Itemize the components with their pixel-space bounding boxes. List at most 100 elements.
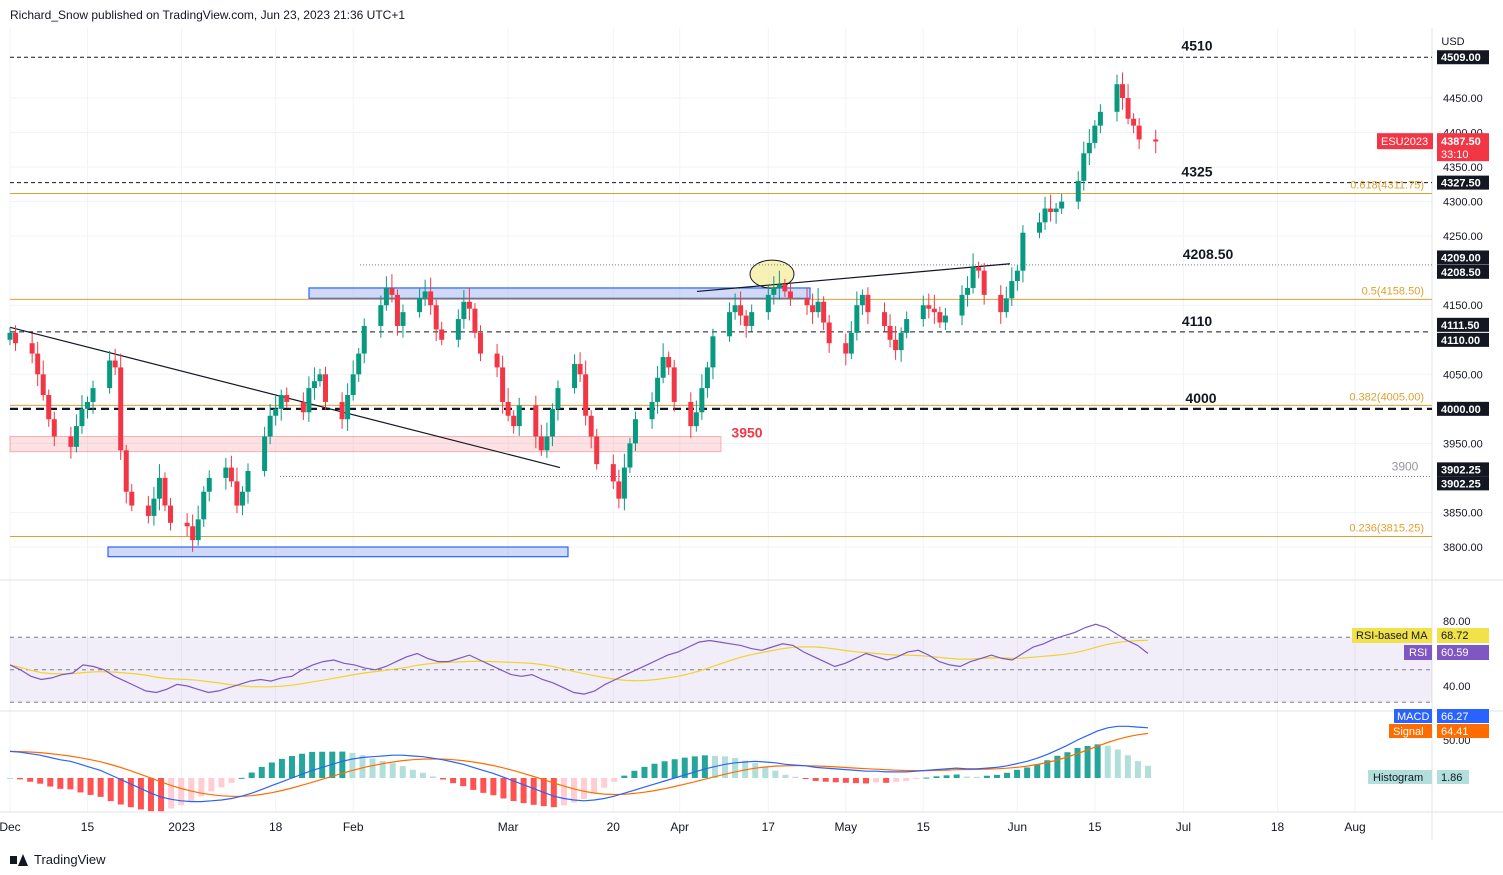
histogram-bar (651, 763, 658, 778)
candle-body (583, 374, 589, 416)
candle (151, 486, 157, 526)
level-label: 4208.50 (1183, 246, 1234, 262)
candle (937, 306, 943, 329)
candle (931, 294, 937, 324)
candle (688, 392, 694, 438)
candle (40, 360, 46, 401)
candle (998, 285, 1004, 324)
candle (461, 290, 467, 329)
candle (693, 400, 699, 432)
candle (201, 486, 207, 527)
histogram-bar (530, 778, 537, 805)
candle-body (787, 291, 793, 299)
candle (843, 333, 849, 366)
candle-body (931, 308, 937, 313)
candle (821, 296, 827, 331)
candle-body (848, 332, 854, 354)
candle (538, 424, 544, 456)
currency-label: USD (1441, 36, 1464, 48)
symbol-tag-text: ESU2023 (1381, 136, 1428, 148)
candle-body (73, 426, 79, 447)
candle (738, 291, 744, 326)
candle-body (461, 301, 467, 320)
price-tag-bg (1437, 476, 1489, 491)
candle-body (400, 312, 406, 326)
histogram-bar (57, 778, 64, 789)
candle-body (228, 467, 234, 482)
histogram-bar (691, 756, 698, 778)
candle-body (223, 467, 229, 478)
candle-body (699, 388, 705, 413)
candle-body (810, 305, 816, 313)
time-label: Apr (670, 820, 689, 834)
histogram-bar (27, 778, 34, 782)
price-tick-label: 4350.00 (1443, 162, 1483, 174)
candle-body (516, 405, 522, 427)
histogram-bar (137, 778, 144, 810)
candle-body (433, 305, 439, 330)
price-tick-label: 4150.00 (1443, 300, 1483, 312)
level-labels: 4510 4325 4208.50 4110 4000 3950 3900 0.618(431… (731, 38, 1424, 535)
candle (732, 293, 738, 320)
candle-body (882, 312, 888, 326)
histogram-bar (903, 778, 910, 782)
rsi-ma-tag-bg (1352, 628, 1432, 643)
histogram-bar (641, 766, 648, 778)
histogram-bar (611, 778, 618, 782)
candle (228, 455, 234, 487)
candle (549, 403, 555, 447)
histogram-bar (681, 757, 688, 778)
candle-body (610, 464, 616, 482)
candle (505, 388, 511, 422)
histogram-bar (1124, 755, 1131, 778)
candle-body (428, 291, 434, 306)
histogram-bar (701, 755, 708, 778)
candle (394, 289, 400, 336)
candle (577, 352, 583, 382)
candle (699, 374, 705, 420)
time-label: 15 (1088, 820, 1102, 834)
fib-label: 0.5(4158.50) (1362, 285, 1424, 297)
histogram-bar (671, 759, 678, 778)
price-tag: 4509.00 (1437, 50, 1489, 65)
candle-body (544, 436, 550, 451)
rsi-line (9, 623, 1149, 695)
candle (1003, 286, 1009, 318)
histogram-bar (440, 778, 447, 780)
histogram-bar (228, 778, 235, 783)
price-tag: 4111.50 (1437, 317, 1489, 332)
time-label: Jul (1176, 820, 1191, 834)
tradingview-brand[interactable]: TradingView (10, 852, 106, 867)
brand-text: TradingView (34, 852, 106, 867)
candle-body (129, 491, 135, 506)
candle (317, 368, 323, 387)
rsi-tick-label: 40.00 (1443, 681, 1471, 693)
candle (311, 367, 317, 400)
candle-body (865, 294, 871, 313)
candle (743, 310, 749, 338)
candle-body (389, 287, 395, 295)
candle (544, 422, 550, 458)
histogram-bar (450, 778, 457, 784)
rsi-tag: RSI 60.59 (1404, 645, 1489, 660)
candle-body (970, 267, 976, 288)
candle-body (51, 419, 57, 437)
histogram-bar (963, 776, 970, 778)
histogram-bar (268, 762, 275, 778)
candle-body (422, 291, 428, 299)
symbol-tag-bg (1377, 133, 1433, 150)
candle (13, 325, 19, 351)
histogram-bar (842, 778, 849, 783)
candle-body (926, 305, 932, 309)
candle (112, 348, 118, 375)
candle-body (145, 505, 151, 516)
histogram-value-bg (1437, 770, 1469, 784)
time-label: 20 (607, 820, 621, 834)
histogram-bar (218, 778, 225, 788)
histogram-bar (732, 757, 739, 778)
price-tag: 4000.00 (1437, 401, 1489, 416)
candle (46, 389, 52, 427)
candle-body (666, 357, 672, 368)
